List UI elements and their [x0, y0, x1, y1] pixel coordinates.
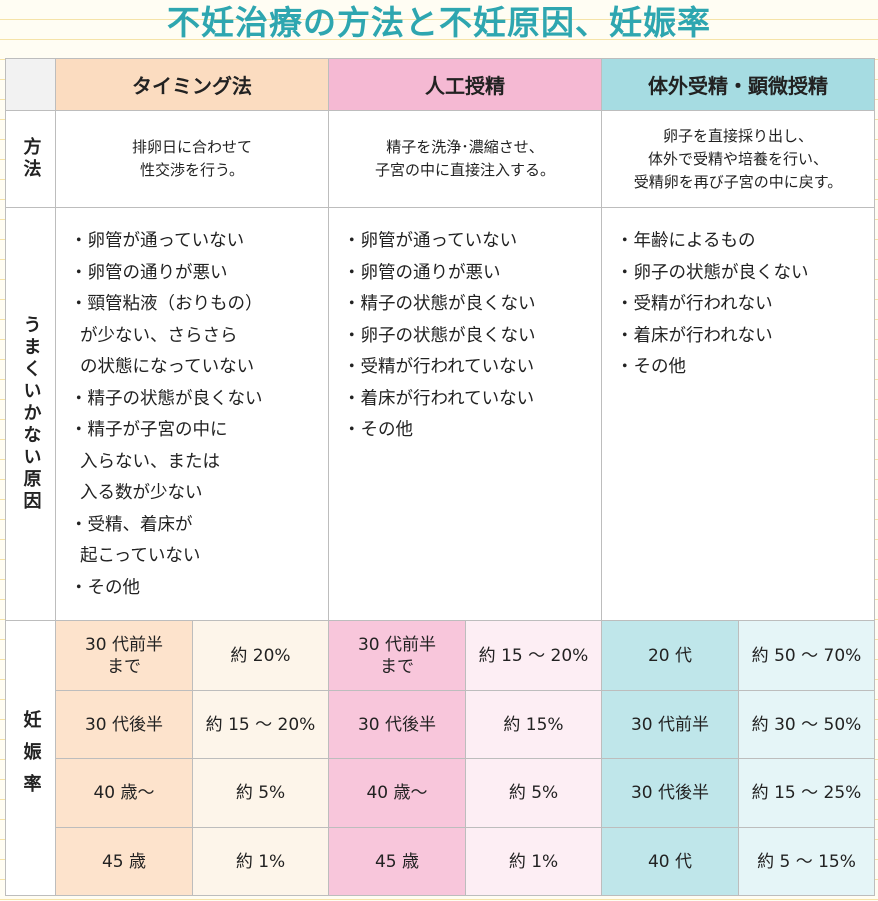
rate-cell: 約 15 ～ 25%: [738, 758, 875, 828]
age-cell: 40 代: [601, 827, 739, 896]
method-text: 精子を洗浄･濃縮させ、 子宮の中に直接注入する。: [328, 110, 602, 208]
cause-line: が少ない、さらさら: [80, 325, 238, 346]
age-cell: 30 代後半: [328, 690, 466, 759]
age-cell: 30 代前半 まで: [55, 620, 193, 691]
cause-line: ・精子が子宮の中に: [70, 420, 228, 440]
cause-line: 入らない、または: [80, 451, 220, 472]
cause-line: ・受精が行われていない: [343, 357, 535, 377]
cause-line: ・着床が行われていない: [343, 388, 535, 409]
corner-cell: [5, 58, 56, 111]
cause-line: 起こっていない: [80, 546, 201, 566]
rate-cell: 約 15 ～ 20%: [465, 620, 602, 691]
cause-line: ・卵管が通っていない: [343, 231, 518, 251]
cause-items: ・卵管が通っていない ・卵管の通りが悪い・精子の状態が良くない ・卵子の状態が良くな…: [343, 226, 536, 447]
age-cell: 30 代前半 まで: [328, 620, 466, 691]
rate-cell: 約 20%: [192, 620, 329, 691]
column-header: 体外受精・顕微授精: [601, 58, 875, 111]
cause-list: ・卵管が通っていない ・卵管の通りが悪い・精子の状態が良くない ・卵子の状態が良くな…: [328, 207, 602, 621]
cause-line: ・卵子の状態が良くない: [616, 262, 809, 283]
row-label: うまくいかない原因: [5, 207, 56, 621]
rate-cell: 約 5%: [465, 758, 602, 828]
cause-items: ・年齢によるもの・卵子の状態が良くない ・受精が行われない ・着床が行われない ・その…: [616, 226, 809, 384]
age-cell: 45 歳: [328, 827, 466, 896]
cause-line: ・着床が行われない: [616, 325, 773, 346]
rate-cell: 約 30 ～ 50%: [738, 690, 875, 759]
cause-line: ・卵管の通りが悪い: [70, 262, 228, 283]
cause-line: ・年齢によるもの: [616, 231, 756, 251]
cause-line: ・精子の状態が良くない: [343, 294, 536, 314]
rate-cell: 約 1%: [465, 827, 602, 896]
column-header: 人工授精: [328, 58, 602, 111]
cause-line: 入る数が少ない: [80, 483, 203, 503]
column-header: タイミング法: [55, 58, 329, 111]
rate-cell: 約 50 ～ 70%: [738, 620, 875, 691]
age-cell: 20 代: [601, 620, 739, 691]
cause-line: ・その他: [616, 357, 686, 377]
cause-line: の状態になっていない: [80, 357, 255, 377]
cause-line: ・受精が行われない: [616, 294, 773, 314]
rate-cell: 約 15%: [465, 690, 602, 759]
age-cell: 40 歳～: [55, 758, 193, 828]
age-cell: 30 代後半: [601, 758, 739, 828]
cause-line: ・卵子の状態が良くない: [343, 325, 536, 346]
cause-line: ・その他: [343, 420, 413, 440]
cause-items: ・卵管が通っていない ・卵管の通りが悪い・頸管粘液（おりもの） が少ない、さらさらの…: [70, 226, 263, 604]
age-cell: 30 代前半: [601, 690, 739, 759]
method-text: 卵子を直接採り出し、 体外で受精や培養を行い、 受精卵を再び子宮の中に戻す。: [601, 110, 875, 208]
rate-cell: 約 1%: [192, 827, 329, 896]
page-title: 不妊治療の方法と不妊原因、妊娠率: [167, 3, 711, 42]
rate-cell: 約 15 ～ 20%: [192, 690, 329, 759]
cause-line: ・その他: [70, 577, 140, 598]
cause-line: ・受精、着床が: [70, 514, 193, 535]
rate-cell: 約 5 ～ 15%: [738, 827, 875, 896]
method-text: 排卵日に合わせて 性交渉を行う。: [55, 110, 329, 208]
age-cell: 30 代後半: [55, 690, 193, 759]
cause-list: ・卵管が通っていない ・卵管の通りが悪い・頸管粘液（おりもの） が少ない、さらさらの…: [55, 207, 329, 621]
age-cell: 45 歳: [55, 827, 193, 896]
age-cell: 40 歳～: [328, 758, 466, 828]
row-label: 方法: [5, 110, 56, 208]
cause-line: ・卵管の通りが悪い: [343, 262, 501, 283]
cause-list: ・年齢によるもの・卵子の状態が良くない ・受精が行われない ・着床が行われない ・その…: [601, 207, 875, 621]
cause-line: ・頸管粘液（おりもの）: [70, 294, 263, 314]
cause-line: ・精子の状態が良くない: [70, 388, 263, 409]
row-label: 妊娠率: [5, 620, 56, 896]
cause-line: ・卵管が通っていない: [70, 231, 245, 251]
rate-cell: 約 5%: [192, 758, 329, 828]
